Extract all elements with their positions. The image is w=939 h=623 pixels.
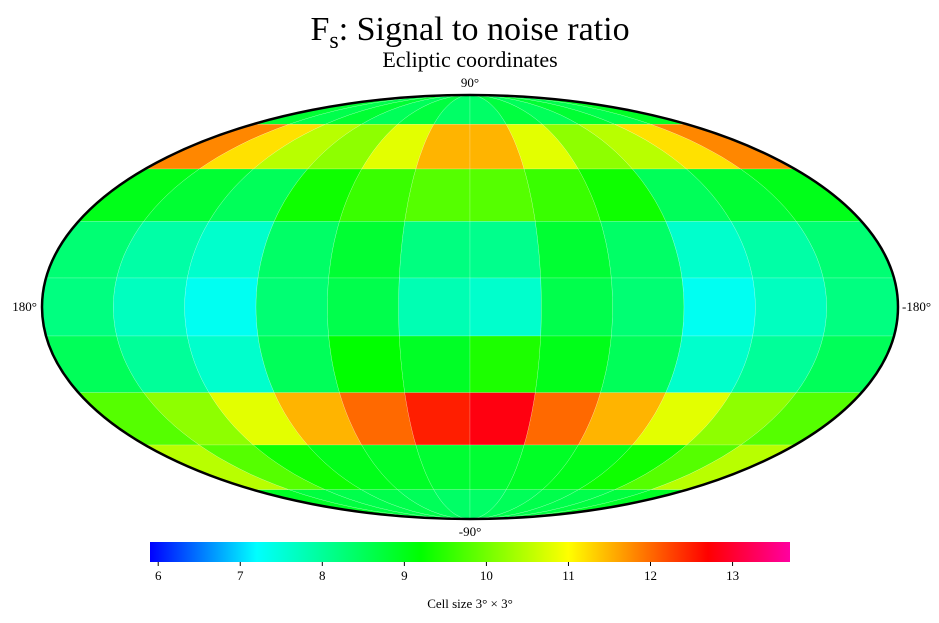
- colorbar-axis: 6 7 8 9 10 11 12 13: [155, 562, 739, 583]
- colorbar-tick-label: 11: [562, 568, 575, 583]
- colorbar-tick-label: 7: [237, 568, 244, 583]
- map-cell: [399, 335, 471, 393]
- map-cell: [535, 221, 612, 279]
- map-cell: [469, 335, 541, 393]
- colorbar-tick-label: 12: [644, 568, 657, 583]
- colorbar-tick-label: 10: [480, 568, 493, 583]
- map-cell: [469, 168, 536, 222]
- lon-label: -180°: [902, 299, 931, 314]
- lat-label: 90°: [461, 75, 479, 90]
- map-cell: [535, 335, 612, 393]
- map-cell: [611, 277, 685, 337]
- map-cells: [41, 94, 899, 520]
- map-cell: [469, 392, 536, 446]
- lat-label: -90°: [459, 524, 482, 539]
- chart-title: Fs: Signal to noise ratio: [310, 11, 629, 54]
- map-cell: [398, 277, 471, 337]
- title-rest: : Signal to noise ratio: [339, 11, 630, 48]
- lon-label: 180°: [12, 299, 37, 314]
- map-cell: [404, 392, 471, 446]
- map-cell: [399, 221, 471, 279]
- map-cell: [540, 277, 613, 337]
- colorbar-tick-label: 9: [401, 568, 408, 583]
- map-cell: [328, 335, 405, 393]
- map-cell: [255, 277, 329, 337]
- map-cell: [327, 277, 400, 337]
- map-cell: [469, 221, 541, 279]
- map-cell: [184, 277, 259, 337]
- title-main: F: [310, 11, 329, 48]
- footnote: Cell size 3° × 3°: [427, 596, 513, 611]
- colorbar: [150, 542, 790, 562]
- title-subscript: s: [329, 28, 338, 54]
- colorbar-tick-label: 8: [319, 568, 326, 583]
- map-cell: [681, 277, 756, 337]
- subtitle: Ecliptic coordinates: [382, 47, 557, 72]
- map-cell: [41, 277, 118, 337]
- map-cell: [822, 277, 899, 337]
- map-cell: [113, 277, 188, 337]
- colorbar-tick-label: 13: [726, 568, 739, 583]
- colorbar-tick-label: 6: [155, 568, 162, 583]
- map-outline: [40, 93, 900, 521]
- map-cell: [328, 221, 405, 279]
- map-cell: [752, 277, 827, 337]
- map-cell: [469, 277, 542, 337]
- map-cell: [404, 168, 471, 222]
